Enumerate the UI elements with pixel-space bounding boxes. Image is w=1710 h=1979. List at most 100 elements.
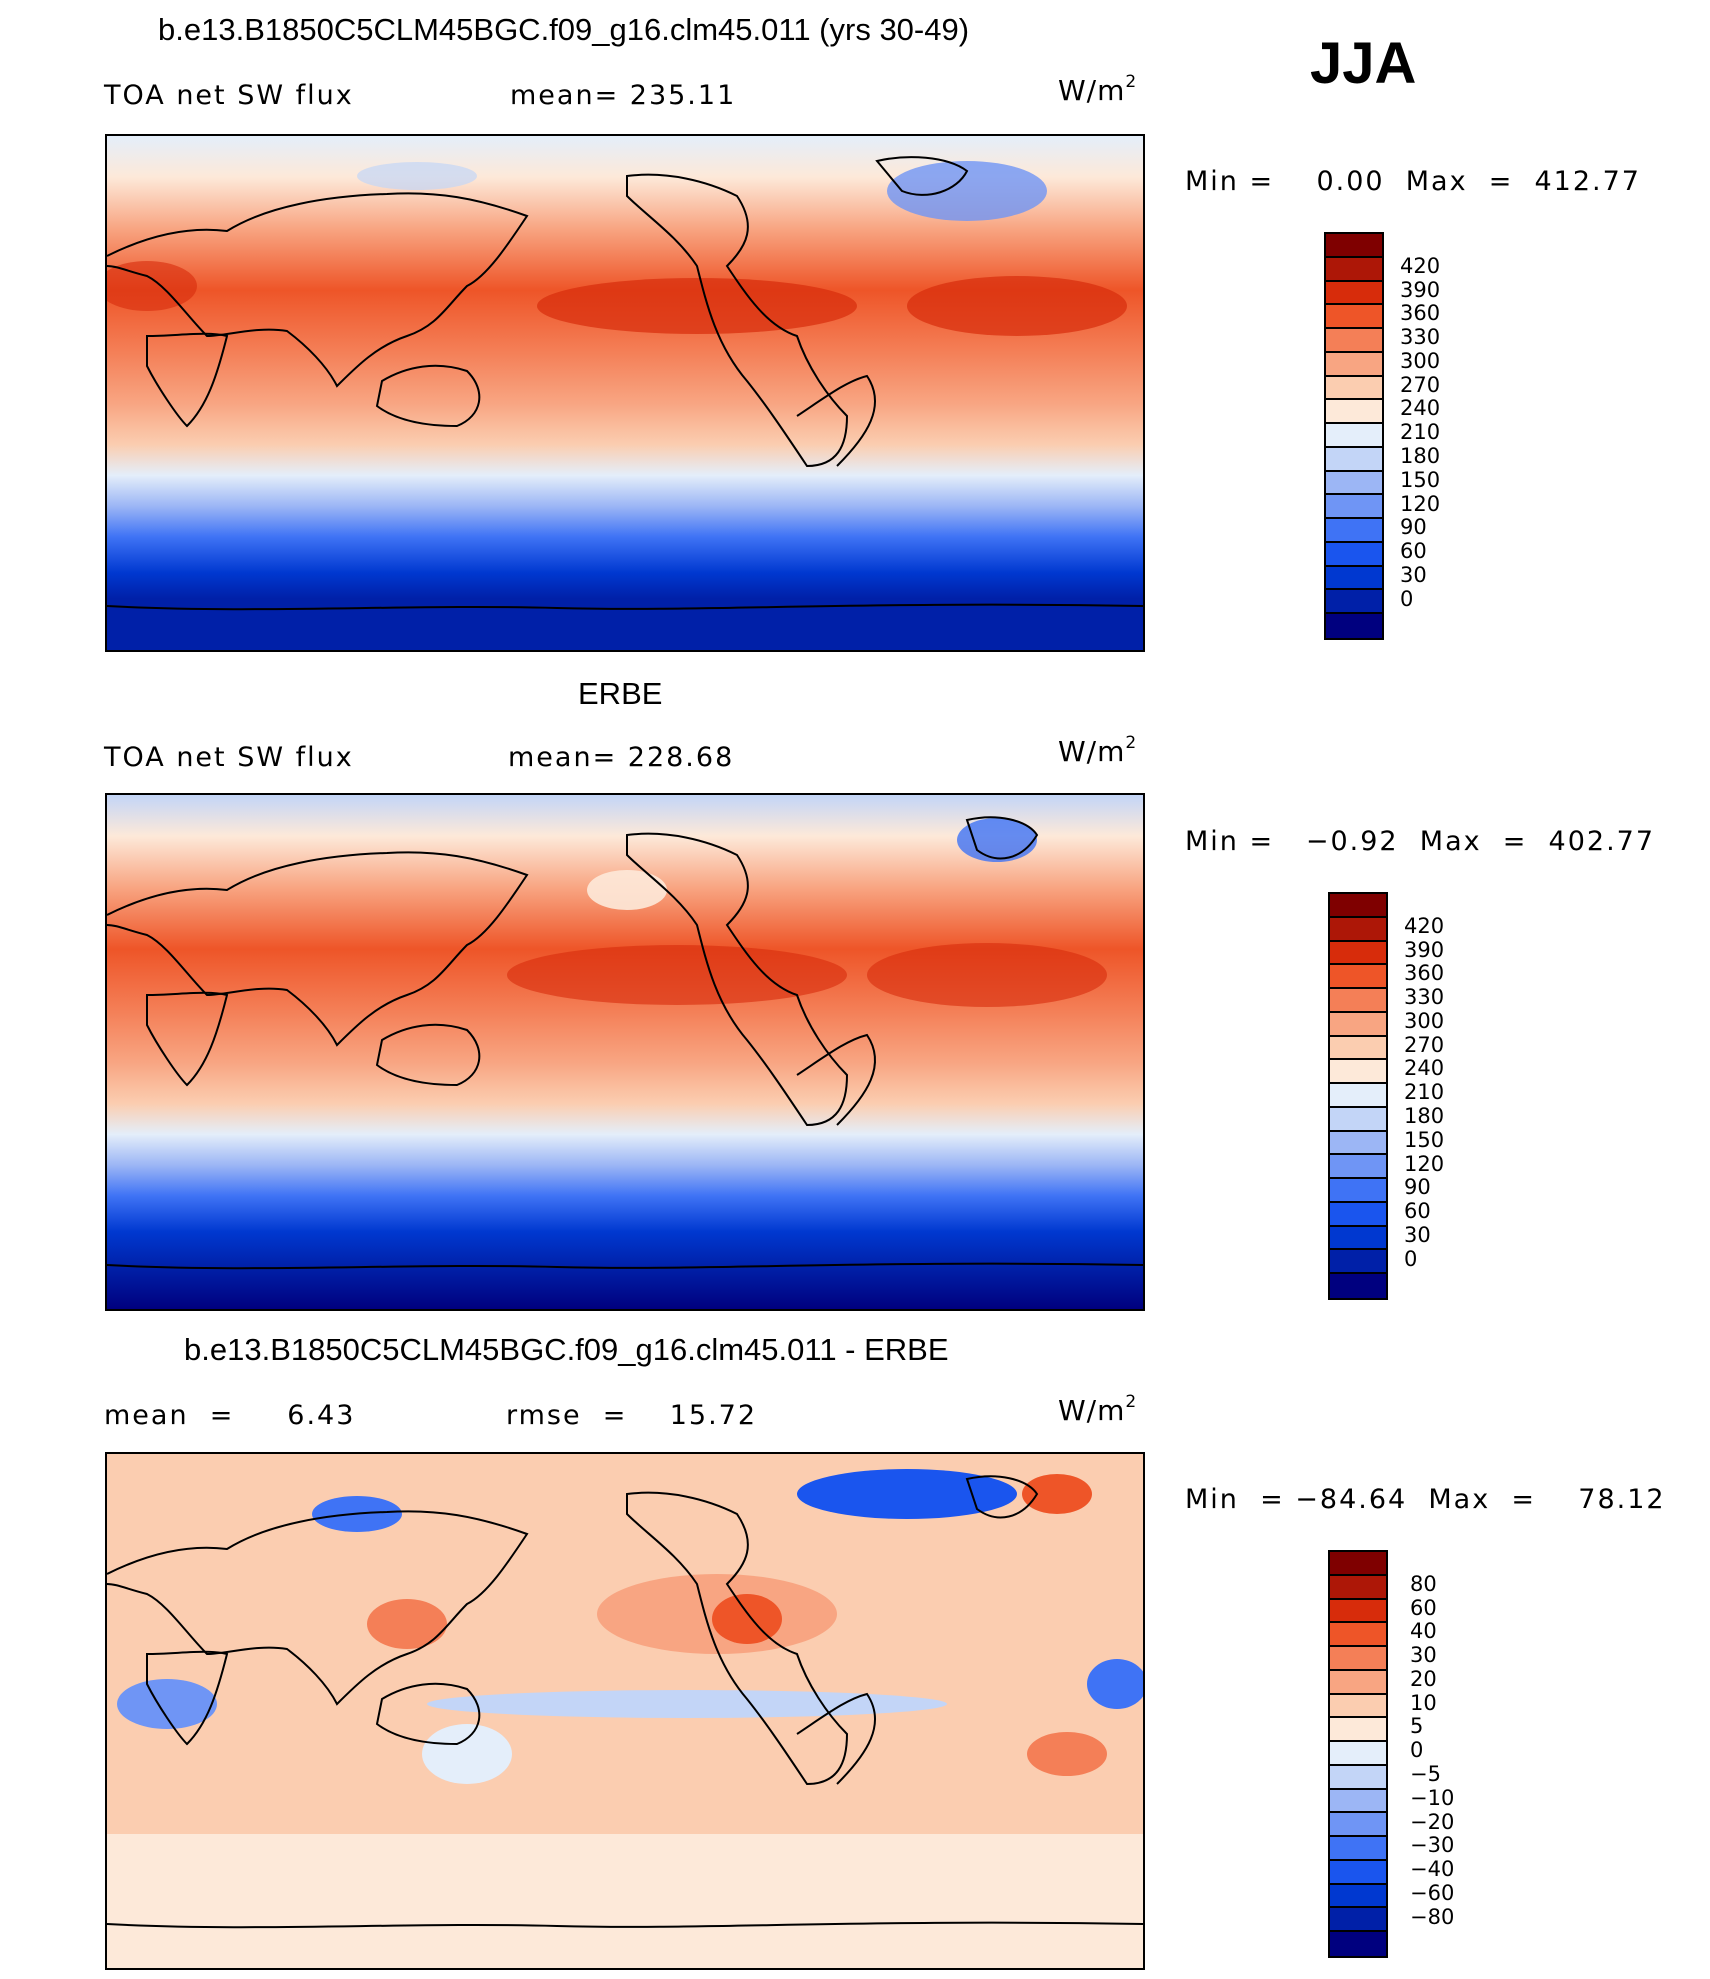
panel-obs-map — [105, 793, 1145, 1311]
panel-obs-minmax: Min = −0.92 Max = 402.77 — [1185, 826, 1656, 857]
panel-diff-map — [105, 1452, 1145, 1970]
colorbar-swatch — [1330, 1226, 1386, 1251]
colorbar-tick-label: 390 — [1400, 277, 1441, 302]
colorbar-swatch — [1330, 1623, 1386, 1647]
colorbar-tick-label: 300 — [1400, 348, 1441, 373]
panel-obs-colorbar-ticks: 420 390 360 330 300 270 240 210 180 150 120 90 60 30 0 — [1404, 905, 1474, 1285]
colorbar-tick-label: 180 — [1404, 1104, 1445, 1128]
colorbar-swatch — [1330, 989, 1386, 1013]
colorbar-swatch — [1330, 1908, 1386, 1932]
colorbar-swatch — [1330, 1932, 1386, 1956]
colorbar-swatch — [1330, 1131, 1386, 1156]
colorbar-swatch — [1326, 614, 1382, 638]
colorbar-swatch — [1326, 495, 1382, 519]
panel-model-field — [107, 136, 1143, 650]
colorbar-tick-label: −60 — [1410, 1880, 1455, 1905]
panel-obs-variable-label: TOA net SW flux — [104, 742, 354, 773]
panel-diff-field — [107, 1454, 1143, 1968]
colorbar-swatch — [1330, 1012, 1386, 1037]
panel-model-title: b.e13.B1850C5CLM45BGC.f09_g16.clm45.011 … — [158, 12, 970, 47]
colorbar-tick-label: 240 — [1400, 396, 1441, 421]
colorbar-tick-label: 0 — [1400, 586, 1414, 611]
panel-model-mean-label: mean= 235.11 — [510, 80, 737, 111]
colorbar-tick-label: 10 — [1410, 1690, 1437, 1715]
colorbar-swatch — [1326, 519, 1382, 543]
colorbar-swatch — [1326, 424, 1382, 448]
colorbar-swatch — [1326, 329, 1382, 353]
panel-model-minmax: Min = 0.00 Max = 412.77 — [1185, 166, 1641, 197]
colorbar-swatch — [1330, 1274, 1386, 1298]
colorbar-swatch — [1326, 447, 1382, 472]
colorbar-swatch — [1326, 257, 1382, 282]
colorbar-swatch — [1330, 965, 1386, 989]
colorbar-swatch — [1330, 941, 1386, 966]
panel-diff-colorbar — [1328, 1550, 1388, 1958]
panel-obs-field — [107, 795, 1143, 1309]
colorbar-tick-label: 330 — [1404, 985, 1445, 1010]
colorbar-swatch — [1330, 1155, 1386, 1179]
season-label: JJA — [1310, 31, 1417, 96]
colorbar-swatch — [1330, 1742, 1386, 1766]
colorbar-swatch — [1330, 1694, 1386, 1719]
colorbar-tick-label: −40 — [1410, 1857, 1455, 1882]
colorbar-tick-label: 360 — [1400, 301, 1441, 326]
panel-diff-units: W/m2 — [1058, 1392, 1137, 1427]
colorbar-tick-label: −30 — [1410, 1833, 1455, 1858]
colorbar-tick-label: 420 — [1400, 253, 1441, 278]
colorbar-swatch — [1326, 542, 1382, 567]
colorbar-tick-label: 180 — [1400, 444, 1441, 468]
colorbar-swatch — [1326, 281, 1382, 306]
panel-model-colorbar-ticks: 420 390 360 330 300 270 240 210 180 150 120 90 60 30 0 — [1400, 245, 1470, 625]
colorbar-tick-label: 20 — [1410, 1666, 1437, 1691]
colorbar-tick-label: 60 — [1410, 1595, 1437, 1620]
panel-diff-minmax: Min = −84.64 Max = 78.12 — [1185, 1484, 1666, 1515]
colorbar-swatch — [1330, 1060, 1386, 1084]
colorbar-tick-label: 300 — [1404, 1008, 1445, 1033]
panel-model-units: W/m2 — [1058, 72, 1137, 107]
panel-diff-rmse-label: rmse = 15.72 — [506, 1400, 758, 1431]
colorbar-swatch — [1330, 894, 1386, 918]
colorbar-swatch — [1330, 1575, 1386, 1600]
colorbar-tick-label: −10 — [1410, 1785, 1455, 1810]
colorbar-tick-label: −5 — [1410, 1762, 1441, 1786]
colorbar-tick-label: 360 — [1404, 961, 1445, 986]
colorbar-tick-label: 90 — [1404, 1175, 1431, 1200]
colorbar-swatch — [1330, 1084, 1386, 1108]
colorbar-tick-label: 30 — [1404, 1222, 1431, 1247]
colorbar-tick-label: 60 — [1400, 539, 1427, 564]
colorbar-swatch — [1330, 917, 1386, 942]
colorbar-tick-label: 270 — [1404, 1032, 1445, 1057]
panel-obs-units: W/m2 — [1058, 733, 1137, 768]
colorbar-swatch — [1326, 352, 1382, 377]
colorbar-swatch — [1330, 1107, 1386, 1132]
colorbar-swatch — [1330, 1670, 1386, 1695]
colorbar-swatch — [1330, 1884, 1386, 1909]
colorbar-swatch — [1330, 1718, 1386, 1742]
colorbar-tick-label: −80 — [1410, 1904, 1455, 1929]
panel-obs-title: ERBE — [578, 676, 663, 711]
colorbar-tick-label: 420 — [1404, 913, 1445, 938]
colorbar-swatch — [1330, 1837, 1386, 1861]
colorbar-swatch — [1330, 1036, 1386, 1061]
colorbar-tick-label: 0 — [1404, 1246, 1418, 1271]
colorbar-tick-label: 5 — [1410, 1714, 1424, 1739]
colorbar-swatch — [1330, 1250, 1386, 1274]
panel-obs-colorbar — [1328, 892, 1388, 1300]
colorbar-swatch — [1330, 1765, 1386, 1790]
colorbar-swatch — [1330, 1860, 1386, 1885]
colorbar-swatch — [1326, 590, 1382, 614]
colorbar-tick-label: 150 — [1400, 467, 1441, 492]
panel-model-map — [105, 134, 1145, 652]
colorbar-swatch — [1330, 1789, 1386, 1814]
colorbar-tick-label: 40 — [1410, 1619, 1437, 1644]
colorbar-tick-label: 30 — [1400, 562, 1427, 587]
colorbar-swatch — [1326, 471, 1382, 496]
colorbar-swatch — [1330, 1599, 1386, 1624]
colorbar-tick-label: 210 — [1404, 1080, 1445, 1105]
colorbar-swatch — [1326, 566, 1382, 591]
colorbar-tick-label: 330 — [1400, 325, 1441, 350]
colorbar-swatch — [1330, 1647, 1386, 1671]
colorbar-swatch — [1326, 376, 1382, 401]
colorbar-tick-label: 150 — [1404, 1127, 1445, 1152]
colorbar-tick-label: 210 — [1400, 420, 1441, 445]
